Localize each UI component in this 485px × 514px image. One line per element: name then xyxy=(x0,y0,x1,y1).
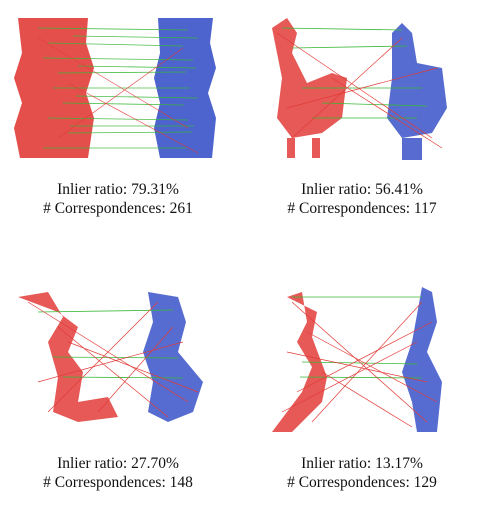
panel-rooster: Inlier ratio: 56.41% # Correspondences: … xyxy=(252,8,472,228)
inlier-ratio-label: Inlier ratio: 56.41% xyxy=(301,181,423,198)
inlier-ratio-label: Inlier ratio: 13.17% xyxy=(301,455,423,472)
correspondences-label: # Correspondences: 117 xyxy=(287,200,437,217)
correspondences-label: # Correspondences: 261 xyxy=(43,200,193,217)
vase-icon xyxy=(14,18,216,158)
correspondences-label: # Correspondences: 129 xyxy=(287,474,437,491)
rooster-icon xyxy=(272,18,447,160)
panel-kangaroo: Inlier ratio: 13.17% # Correspondences: … xyxy=(252,282,472,502)
inlier-ratio-label: Inlier ratio: 79.31% xyxy=(57,181,179,198)
correspondences-label: # Correspondences: 148 xyxy=(43,474,193,491)
panel-vase: Inlier ratio: 79.31% # Correspondences: … xyxy=(8,8,228,228)
inlier-ratio-label: Inlier ratio: 27.70% xyxy=(57,455,179,472)
dinosaur-icon xyxy=(18,292,203,422)
panel-dinosaur: Inlier ratio: 27.70% # Correspondences: … xyxy=(8,282,228,502)
kangaroo-icon xyxy=(272,287,442,432)
